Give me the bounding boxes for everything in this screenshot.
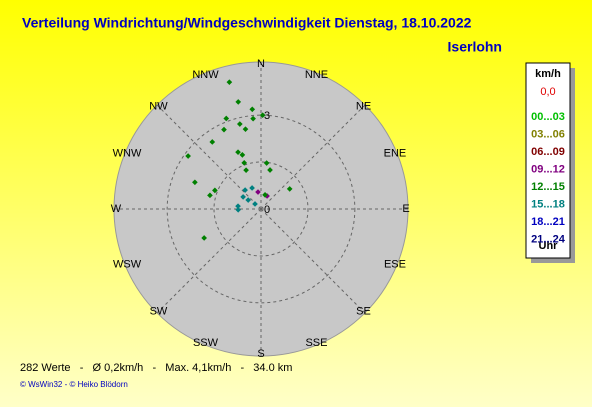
- data-point: [223, 115, 230, 122]
- data-point: [221, 126, 227, 133]
- data-point: [226, 79, 233, 85]
- direction-label: NE: [356, 100, 371, 112]
- direction-label: E: [402, 203, 409, 215]
- data-point: [252, 201, 258, 207]
- data-point: [235, 203, 241, 210]
- direction-label: NNE: [305, 69, 328, 81]
- ring: [213, 161, 309, 257]
- data-point: [212, 187, 218, 194]
- grid-ring: [260, 208, 262, 210]
- legend-entry: 12...15: [531, 181, 565, 193]
- spoke: [156, 104, 262, 210]
- direction-label: ENE: [384, 147, 407, 159]
- spoke: [156, 208, 262, 314]
- direction-label: SW: [150, 305, 168, 317]
- data-point: [192, 179, 198, 186]
- data-point: [242, 187, 248, 193]
- r-tick-label: 3: [264, 110, 270, 122]
- data-point: [259, 112, 266, 119]
- direction-label: WSW: [113, 258, 142, 270]
- spoke: [260, 208, 366, 314]
- direction-label: SE: [356, 305, 371, 317]
- credits: © WsWin32 - © Heiko Blödorn: [20, 380, 128, 389]
- direction-label: S: [257, 348, 264, 360]
- legend-entry: 18...21: [531, 216, 565, 228]
- data-point: [245, 197, 252, 203]
- data-point: [242, 126, 249, 133]
- data-point: [209, 139, 216, 145]
- chart-title: Verteilung Windrichtung/Windgeschwindigk…: [22, 15, 472, 31]
- direction-label: N: [257, 58, 265, 70]
- data-point: [249, 185, 255, 191]
- direction-label: WNW: [113, 147, 142, 159]
- legend-entry: 15...18: [531, 198, 565, 210]
- data-point: [262, 192, 268, 198]
- direction-label: NW: [149, 100, 168, 112]
- data-point: [235, 149, 241, 155]
- direction-label: NNW: [192, 69, 219, 81]
- direction-label: W: [111, 203, 122, 215]
- location: Iserlohn: [448, 39, 502, 55]
- legend-entry: 06...09: [531, 146, 565, 158]
- data-point: [236, 121, 243, 127]
- data-point: [239, 152, 246, 158]
- data-point: [286, 186, 293, 192]
- data-point: [267, 167, 273, 173]
- data-point: [249, 106, 256, 113]
- data-point: [255, 189, 261, 195]
- grid-ring: [166, 114, 356, 304]
- legend-entry: 00...03: [531, 111, 565, 123]
- data-point: [243, 167, 249, 173]
- data-point: [263, 160, 270, 166]
- footer: 282 Werte - Ø 0,2km/h - Max. 4,1km/h - 3…: [20, 362, 292, 374]
- spoke: [260, 104, 366, 210]
- legend-entry: 09...12: [531, 163, 565, 175]
- legend-footer: Uhr: [539, 240, 559, 252]
- data-point: [235, 99, 242, 105]
- data-point: [185, 153, 191, 159]
- data-point: [240, 194, 246, 200]
- direction-label: SSW: [193, 337, 219, 349]
- data-point: [201, 235, 207, 241]
- data-point: [250, 115, 256, 122]
- data-point: [207, 192, 213, 199]
- legend-value: 0,0: [540, 86, 555, 98]
- legend-box: [525, 62, 571, 259]
- r-tick-label: 0: [264, 204, 270, 216]
- legend-entry: 21...24: [531, 233, 566, 245]
- legend-title: km/h: [535, 68, 561, 80]
- legend-entry: 03...06: [531, 128, 565, 140]
- data-point: [235, 206, 242, 213]
- data-point: [241, 160, 248, 166]
- direction-label: ESE: [384, 258, 406, 270]
- direction-label: SSE: [305, 337, 327, 349]
